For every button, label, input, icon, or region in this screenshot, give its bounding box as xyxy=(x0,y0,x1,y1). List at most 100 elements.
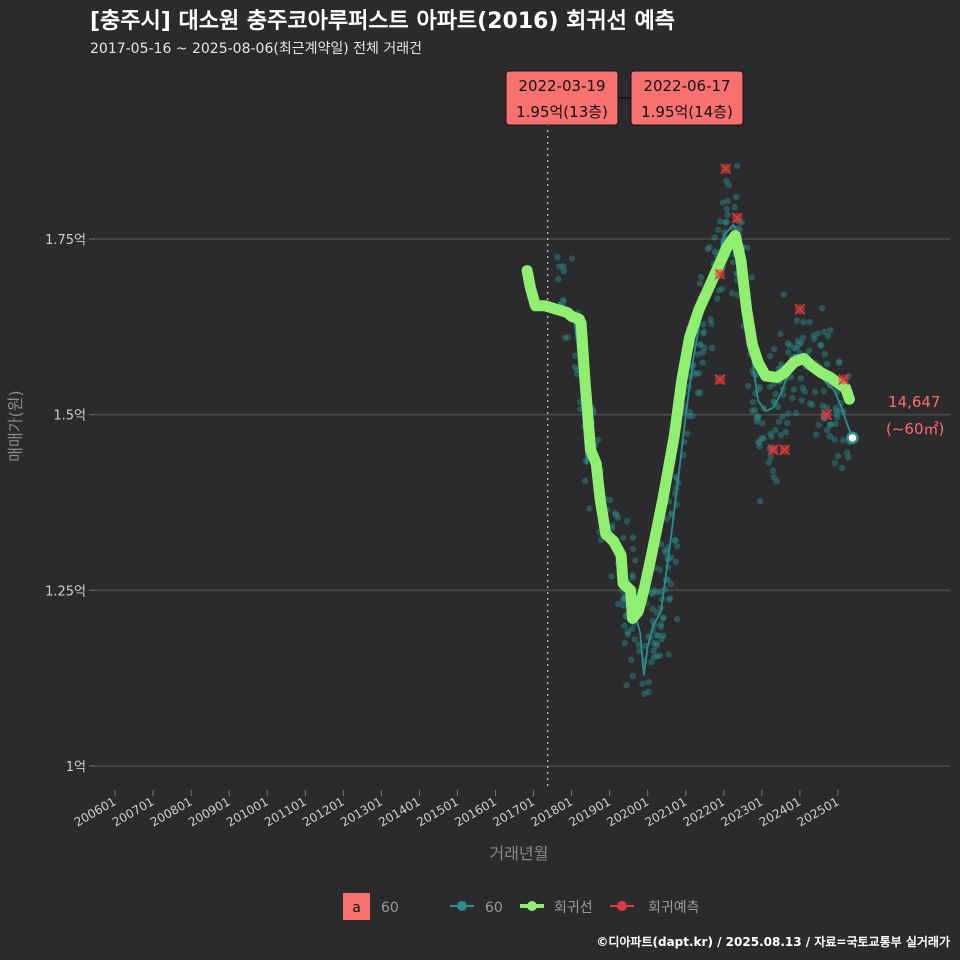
scatter-point xyxy=(723,218,730,225)
scatter-point xyxy=(753,414,760,422)
scatter-point xyxy=(755,439,762,446)
scatter-point xyxy=(704,245,712,253)
scatter-point xyxy=(714,226,722,233)
scatter-point xyxy=(608,573,615,580)
y-tick-label: 1.5억 xyxy=(53,409,86,424)
y-axis-title: 매매가(원) xyxy=(6,390,25,461)
scatter-point xyxy=(772,390,779,398)
scatter-point xyxy=(827,421,834,428)
scatter-point xyxy=(699,349,707,356)
x-tick-label: 201001 xyxy=(224,794,271,829)
prediction-cross xyxy=(731,212,743,224)
scatter-point xyxy=(755,414,762,421)
scatter-point xyxy=(657,588,665,595)
scatter-point xyxy=(689,412,696,420)
scatter-point xyxy=(770,346,778,353)
x-tick-label: 200901 xyxy=(186,794,233,829)
scatter-point xyxy=(623,681,630,689)
legend-key-regression-dot xyxy=(527,901,537,911)
scatter-point xyxy=(656,566,663,573)
scatter-point xyxy=(649,590,656,597)
scatter-point xyxy=(639,680,646,687)
regression-path xyxy=(521,230,855,624)
x-tick-label: 201601 xyxy=(452,794,499,829)
scatter-point xyxy=(624,631,631,638)
scatter-point xyxy=(832,420,839,427)
scatter-point xyxy=(672,558,679,565)
scatter-point xyxy=(797,339,805,347)
scatter-point xyxy=(825,332,832,340)
scatter-point xyxy=(786,342,793,349)
x-tick-label: 201901 xyxy=(566,794,613,829)
scatter-point xyxy=(692,371,700,378)
scatter-point xyxy=(719,199,726,206)
scatter-point xyxy=(793,317,801,324)
scatter-point xyxy=(715,287,723,294)
scatter-point xyxy=(792,409,800,417)
scatter-point xyxy=(744,244,751,252)
scatter-point xyxy=(839,464,846,472)
y-tick-label: 1억 xyxy=(66,760,86,775)
legend-label-60: 60 xyxy=(485,900,503,916)
scatter-point xyxy=(657,621,664,628)
y-gridlines xyxy=(95,238,950,767)
scatter-point xyxy=(798,397,805,404)
scatter-point xyxy=(620,534,627,541)
scatter-point xyxy=(801,388,809,395)
scatter-point xyxy=(650,639,657,647)
scatter-point xyxy=(706,244,713,251)
scatter-point xyxy=(629,571,636,579)
scatter-point xyxy=(624,628,631,635)
scatter-point xyxy=(701,344,708,351)
scatter-point xyxy=(716,218,724,225)
scatter-point xyxy=(660,614,667,621)
scatter-point xyxy=(629,672,637,680)
scatter-point xyxy=(817,341,824,349)
scatter-point xyxy=(611,510,619,517)
scatter-point xyxy=(623,518,631,525)
scatter-point xyxy=(778,361,785,368)
scatter-point xyxy=(648,658,655,666)
scatter-point xyxy=(711,248,719,255)
prediction-cross xyxy=(779,444,791,456)
prediction-points xyxy=(714,163,850,456)
end-label-value: 14,647 xyxy=(888,393,941,411)
scatter-point xyxy=(782,428,789,436)
scatter-point xyxy=(814,330,822,337)
scatter-point xyxy=(833,407,840,414)
scatter-point xyxy=(650,654,658,661)
scatter-point xyxy=(665,651,672,658)
scatter-point xyxy=(722,219,729,226)
x-tick-label: 201401 xyxy=(376,794,423,829)
scatter-point xyxy=(756,443,763,450)
scatter-point xyxy=(674,616,681,623)
scatter-point xyxy=(671,536,679,544)
scatter-point xyxy=(641,690,648,697)
scatter-point xyxy=(748,274,756,281)
scatter-point xyxy=(700,328,708,335)
scatter-point xyxy=(697,274,705,281)
y-tick-label: 1.25억 xyxy=(45,584,86,599)
scatter-point xyxy=(708,320,715,327)
scatter-point xyxy=(767,454,774,461)
scatter-point xyxy=(686,413,693,420)
scatter-point xyxy=(672,537,679,544)
scatter-point xyxy=(630,545,637,553)
scatter-point xyxy=(795,341,802,348)
scatter-point xyxy=(651,587,658,594)
scatter-point xyxy=(772,427,779,434)
scatter-point xyxy=(700,321,707,328)
scatter-point xyxy=(754,413,761,420)
x-tick-label: 201701 xyxy=(490,794,537,829)
scatter-point xyxy=(619,596,627,603)
scatter-point xyxy=(790,386,798,393)
scatter-point xyxy=(768,433,775,440)
scatter-point xyxy=(823,404,831,411)
scatter-point xyxy=(735,224,743,231)
scatter-point xyxy=(686,409,694,416)
scatter-point xyxy=(823,427,831,434)
scatter-point xyxy=(757,497,764,505)
scatter-point xyxy=(614,514,622,521)
scatter-point xyxy=(707,316,714,323)
scatter-point xyxy=(845,454,852,461)
